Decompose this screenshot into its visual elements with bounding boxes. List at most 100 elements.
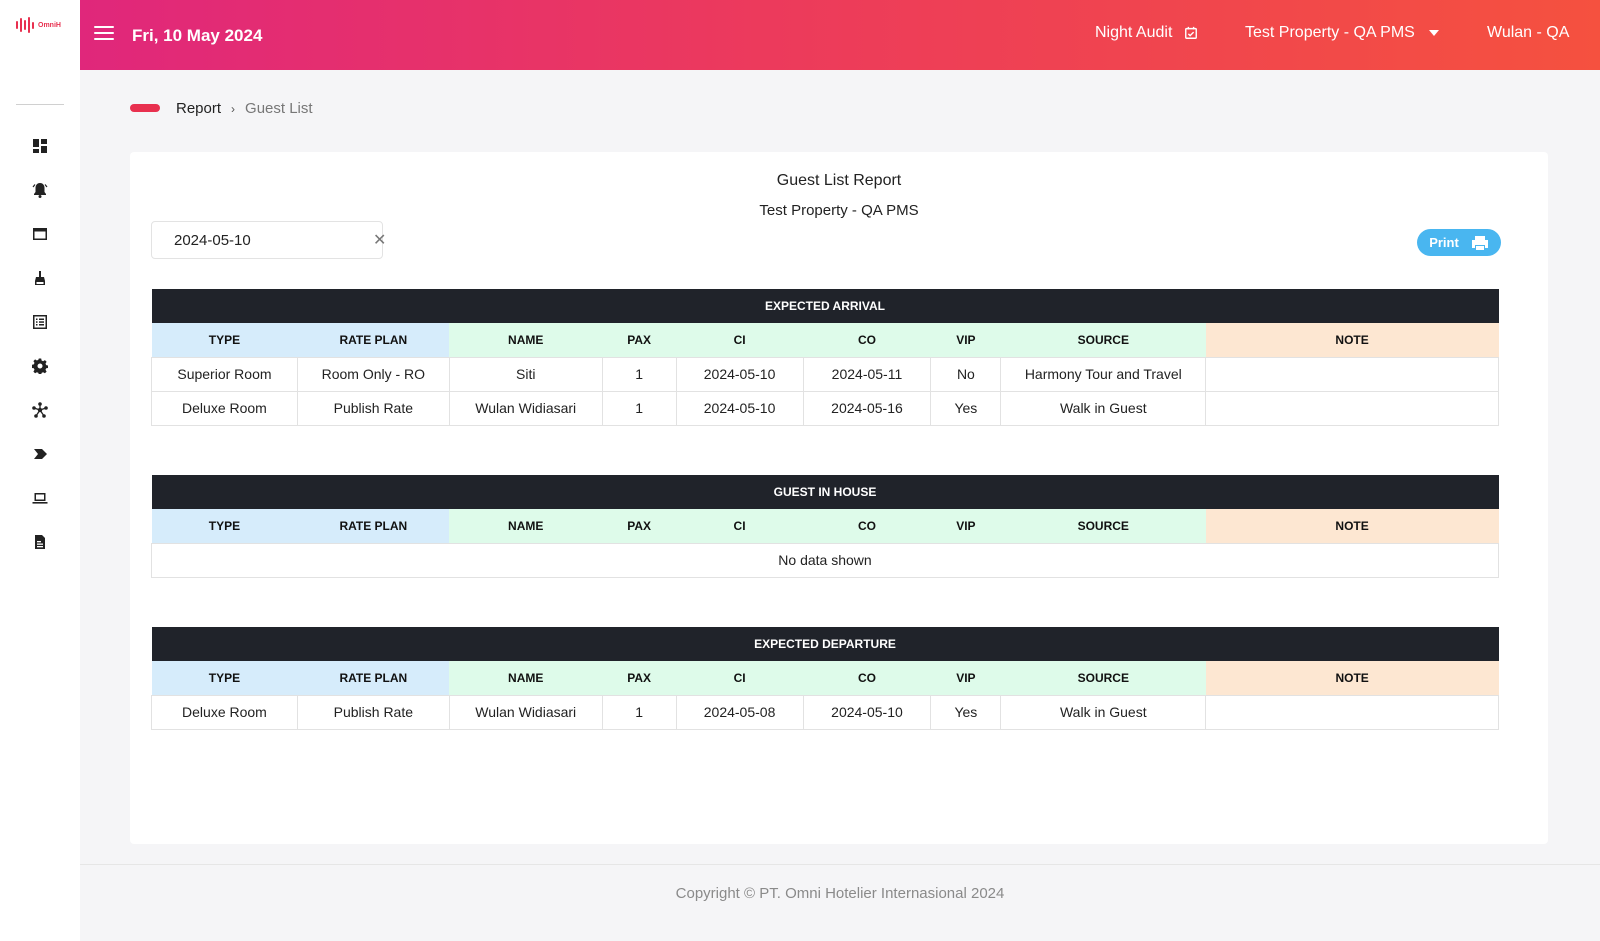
cell-note	[1205, 694, 1499, 730]
table-row: No data shown	[151, 542, 1499, 578]
cell-type: Deluxe Room	[151, 390, 298, 426]
column-header-note: NOTE	[1205, 661, 1499, 695]
column-header-note: NOTE	[1205, 509, 1499, 543]
clear-icon[interactable]: ✕	[373, 232, 387, 249]
cell-co: 2024-05-11	[802, 356, 932, 392]
column-header-vip: VIP	[930, 323, 1001, 357]
column-header-co: CO	[803, 323, 931, 357]
breadcrumb-accent	[130, 104, 160, 112]
column-header-pax: PAX	[602, 323, 677, 357]
departure-rows: Deluxe Room Publish Rate Wulan Widiasari 1 2…	[151, 694, 1499, 730]
night-audit-label: Night Audit	[1095, 24, 1173, 41]
print-button[interactable]: Print	[1417, 229, 1501, 256]
sidebar-item-dashboard[interactable]	[0, 124, 80, 168]
window-icon	[33, 228, 47, 240]
sidebar-item-tag[interactable]	[0, 432, 80, 476]
gear-icon	[32, 358, 48, 374]
hamburger-menu-icon[interactable]	[94, 26, 114, 42]
column-header-source: SOURCE	[1000, 661, 1206, 695]
sidebar-item-network[interactable]	[0, 388, 80, 432]
column-header-co: CO	[803, 661, 931, 695]
logo-mark-icon	[16, 17, 34, 33]
property-selector[interactable]: Test Property - QA PMS	[1245, 24, 1439, 42]
guest-in-house-table: GUEST IN HOUSE TYPE RATE PLAN NAME PAX CI CO V…	[151, 475, 1499, 578]
sidebar-item-settings[interactable]	[0, 344, 80, 388]
column-header-ci: CI	[676, 661, 804, 695]
column-header-co: CO	[803, 509, 931, 543]
logo-text: OmniH	[38, 21, 61, 29]
sidebar-item-window[interactable]	[0, 212, 80, 256]
column-header-row: TYPE RATE PLAN NAME PAX CI CO VIP SOURCE NOTE	[151, 661, 1499, 695]
user-menu[interactable]: Wulan - QA	[1487, 24, 1570, 41]
cell-source: Walk in Guest	[1000, 390, 1207, 426]
cell-ci: 2024-05-10	[675, 390, 804, 426]
sidebar-item-device[interactable]	[0, 476, 80, 520]
column-header-row: TYPE RATE PLAN NAME PAX CI CO VIP SOURCE NOTE	[151, 509, 1499, 543]
breadcrumb-report[interactable]: Report	[176, 100, 222, 117]
cell-vip: No	[930, 356, 1002, 392]
calendar-check-icon	[1185, 26, 1198, 39]
list-icon	[33, 315, 47, 329]
column-header-vip: VIP	[930, 661, 1001, 695]
sidebar-item-report[interactable]	[0, 520, 80, 564]
omnih-logo[interactable]: OmniH	[16, 14, 68, 36]
column-header-type: TYPE	[151, 661, 298, 695]
column-header-rate-plan: RATE PLAN	[297, 661, 450, 695]
cell-note	[1205, 356, 1499, 392]
sidebar-item-housekeeping[interactable]	[0, 256, 80, 300]
laptop-icon	[32, 493, 48, 504]
section-title: EXPECTED ARRIVAL	[151, 289, 1499, 323]
section-title: GUEST IN HOUSE	[151, 475, 1499, 509]
date-picker[interactable]: ✕	[151, 221, 387, 259]
sidebar-item-list[interactable]	[0, 300, 80, 344]
empty-message: No data shown	[151, 542, 1499, 578]
report-doc-icon	[35, 535, 45, 549]
column-header-ci: CI	[676, 509, 803, 543]
column-header-rate-plan: RATE PLAN	[297, 509, 450, 543]
cell-rate-plan: Publish Rate	[296, 390, 450, 426]
cell-rate-plan: Room Only - RO	[296, 356, 450, 392]
night-audit-button[interactable]: Night Audit	[1095, 24, 1198, 42]
sidebar-item-alerts[interactable]	[0, 168, 80, 212]
alarm-bell-icon	[32, 183, 48, 198]
column-header-type: TYPE	[151, 323, 298, 357]
cell-ci: 2024-05-08	[675, 694, 804, 730]
cell-rate-plan: Publish Rate	[296, 694, 450, 730]
footer-divider	[80, 864, 1600, 865]
column-header-pax: PAX	[602, 661, 677, 695]
expected-departure-table: EXPECTED DEPARTURE TYPE RATE PLAN NAME PAX C…	[151, 627, 1499, 730]
sidebar-divider	[16, 104, 64, 105]
column-header-name: NAME	[449, 661, 603, 695]
column-header-name: NAME	[449, 323, 603, 357]
cell-source: Walk in Guest	[1000, 694, 1207, 730]
expected-arrival-table: EXPECTED ARRIVAL TYPE RATE PLAN NAME PAX CI C…	[151, 289, 1499, 426]
report-title: Guest List Report	[776, 172, 902, 189]
table-row: Deluxe Room Publish Rate Wulan Widiasari 1 2…	[151, 390, 1499, 426]
cell-name: Siti	[448, 356, 603, 392]
column-header-type: TYPE	[151, 509, 298, 543]
cell-name: Wulan Widiasari	[448, 390, 603, 426]
column-header-row: TYPE RATE PLAN NAME PAX CI CO VIP SOURCE NOTE	[151, 323, 1499, 357]
cell-pax: 1	[601, 356, 677, 392]
column-header-source: SOURCE	[1000, 509, 1206, 543]
cell-pax: 1	[601, 694, 677, 730]
chevron-tag-icon	[34, 449, 47, 459]
cell-vip: Yes	[930, 694, 1002, 730]
column-header-pax: PAX	[602, 509, 677, 543]
cell-type: Deluxe Room	[151, 694, 298, 730]
report-subtitle: Test Property - QA PMS	[759, 202, 919, 219]
printer-icon	[1471, 235, 1488, 250]
property-name: Test Property - QA PMS	[1245, 24, 1415, 41]
cell-source: Harmony Tour and Travel	[1000, 356, 1207, 392]
footer-copyright: Copyright © PT. Omni Hotelier Internasio…	[675, 885, 1005, 902]
cell-ci: 2024-05-10	[675, 356, 804, 392]
section-title: EXPECTED DEPARTURE	[151, 627, 1499, 661]
chevron-right-icon: ›	[231, 101, 236, 116]
header-date: Fri, 10 May 2024	[132, 26, 263, 45]
cell-note	[1205, 390, 1499, 426]
broom-icon	[35, 271, 45, 285]
network-icon	[32, 402, 48, 418]
date-input[interactable]	[174, 231, 373, 249]
column-header-source: SOURCE	[1000, 323, 1206, 357]
column-header-rate-plan: RATE PLAN	[297, 323, 450, 357]
